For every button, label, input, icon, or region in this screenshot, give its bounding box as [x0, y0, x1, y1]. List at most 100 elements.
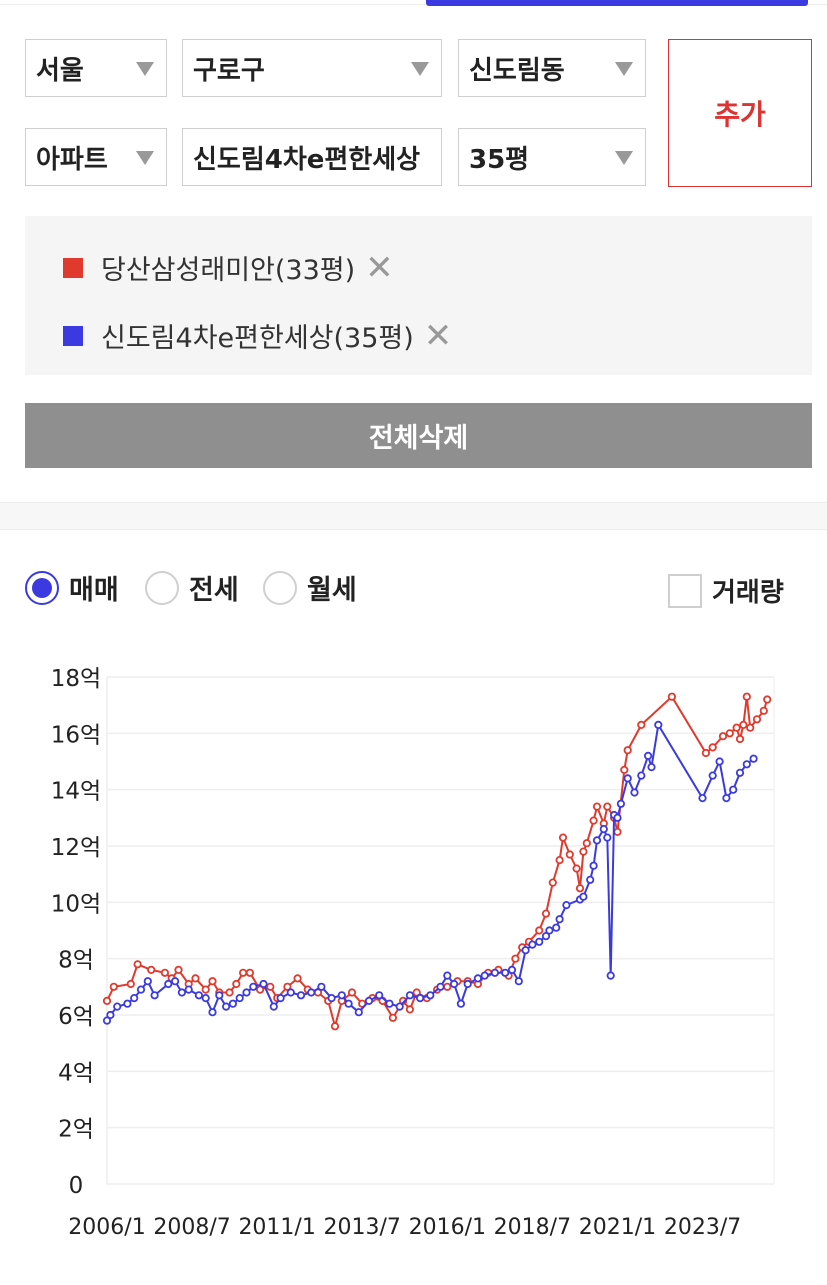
data-point [443, 971, 452, 980]
data-point [276, 993, 285, 1003]
data-point [395, 1002, 404, 1011]
data-point [541, 931, 551, 941]
data-point [449, 979, 459, 989]
data-point [620, 765, 629, 775]
data-point [742, 760, 751, 769]
data-point [708, 743, 717, 752]
data-point [102, 996, 112, 1005]
data-point [582, 839, 591, 848]
series-group [102, 720, 758, 1025]
y-tick-label: 0 [69, 1173, 84, 1199]
data-point [225, 988, 234, 997]
data-point [613, 827, 622, 836]
data-point [150, 991, 159, 1000]
data-point [507, 965, 517, 974]
delete-all-button[interactable]: 전체삭제 [25, 403, 812, 468]
data-point [184, 985, 193, 994]
data-point [630, 788, 639, 797]
data-point [113, 1002, 122, 1011]
size-select-value: 35평 [469, 144, 530, 175]
radio-checked-icon [25, 570, 59, 605]
data-point [327, 993, 336, 1003]
data-point [603, 833, 612, 842]
data-point [613, 813, 622, 822]
data-point [572, 864, 581, 873]
data-point [296, 991, 306, 1000]
data-point [592, 836, 602, 845]
data-point [616, 799, 626, 808]
checkbox-icon [668, 573, 702, 608]
data-point [307, 988, 316, 997]
volume-checkbox-label: 거래량 [712, 578, 784, 608]
data-point [330, 1022, 340, 1031]
data-point [255, 985, 265, 994]
radio-sale-label: 매매 [69, 575, 119, 606]
data-point [698, 794, 707, 803]
selected-item-label: 당산삼성래미안(33평) [101, 255, 356, 286]
radio-sale[interactable]: 매매 [25, 568, 119, 607]
data-point [643, 751, 653, 761]
data-point [480, 971, 489, 980]
chevron-down-icon [411, 62, 429, 76]
data-point [249, 982, 258, 991]
size-select[interactable]: 35평 [458, 128, 646, 186]
data-point [579, 892, 588, 901]
district-select[interactable]: 구로구 [182, 39, 442, 97]
series-line [106, 695, 769, 1031]
data-point [735, 768, 745, 777]
data-point [732, 723, 741, 732]
data-point [463, 979, 472, 989]
radio-wolse[interactable]: 월세 [263, 568, 357, 607]
data-point [718, 732, 728, 741]
radio-unchecked-icon [263, 570, 297, 605]
data-point [521, 946, 530, 955]
complex-select[interactable]: 신도림4차e편한세상 [182, 128, 442, 186]
add-button[interactable]: 추가 [668, 39, 812, 187]
data-point [637, 720, 646, 730]
type-select[interactable]: 아파트 [25, 128, 167, 186]
data-point [388, 1013, 397, 1022]
data-point [232, 979, 241, 989]
x-tick-label: 2006/1 [68, 1215, 145, 1240]
data-point [136, 985, 146, 994]
data-point [215, 991, 224, 1000]
data-point [725, 729, 734, 738]
data-point [473, 974, 482, 983]
close-icon[interactable]: ✕ [365, 247, 394, 288]
volume-checkbox[interactable]: 거래량 [668, 572, 784, 609]
active-tab-indicator [426, 0, 808, 6]
data-point [623, 774, 632, 783]
y-tick-label: 14억 [51, 779, 101, 805]
data-point [739, 720, 748, 730]
data-point [194, 991, 203, 1000]
data-point [412, 988, 421, 997]
data-point [102, 1016, 112, 1025]
x-tick-label: 2023/7 [664, 1215, 741, 1240]
x-tick-label: 2011/1 [238, 1215, 315, 1240]
data-point [545, 926, 554, 935]
complex-select-value: 신도림4차e편한세상 [193, 144, 421, 175]
data-point [501, 968, 510, 977]
y-tick-label: 2억 [58, 1117, 94, 1143]
data-point [222, 1002, 231, 1011]
data-point [735, 734, 745, 744]
data-point [242, 988, 251, 997]
data-point [456, 999, 465, 1008]
data-point [586, 875, 595, 884]
dong-select[interactable]: 신도림동 [458, 39, 646, 97]
y-tick-label: 6억 [58, 1004, 94, 1030]
city-select[interactable]: 서울 [25, 39, 167, 97]
radio-jeonse-label: 전세 [189, 575, 239, 606]
data-point [749, 754, 758, 763]
city-select-value: 서울 [36, 55, 84, 86]
data-point [528, 940, 537, 949]
radio-jeonse[interactable]: 전세 [145, 568, 239, 607]
data-point [426, 991, 435, 1000]
data-point [259, 979, 268, 989]
data-point [565, 850, 574, 859]
data-point [637, 771, 646, 780]
radio-wolse-label: 월세 [307, 575, 357, 606]
close-icon[interactable]: ✕ [423, 315, 453, 356]
section-divider [0, 502, 827, 530]
chevron-down-icon [136, 62, 154, 76]
